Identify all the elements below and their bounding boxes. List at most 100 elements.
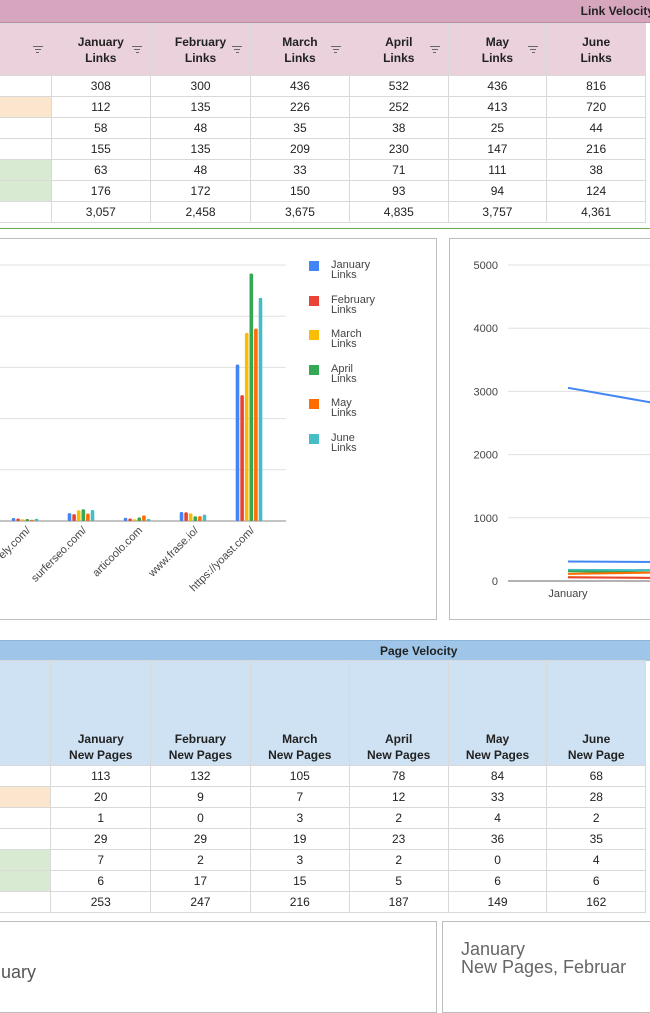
table-cell[interactable]: 3,057: [51, 202, 151, 223]
table-cell[interactable]: 6: [547, 871, 646, 892]
table-cell[interactable]: 436: [251, 76, 350, 97]
table-cell[interactable]: 187: [349, 892, 448, 913]
filter-icon[interactable]: [232, 46, 242, 54]
table-cell[interactable]: 2,458: [151, 202, 251, 223]
table-cell[interactable]: 308: [51, 76, 151, 97]
table-cell[interactable]: 1: [51, 808, 151, 829]
table-cell[interactable]: 135: [151, 97, 251, 118]
table-cell[interactable]: 48: [151, 118, 251, 139]
page-chart-left[interactable]: uary: [0, 921, 437, 1013]
table-cell[interactable]: 147: [448, 139, 547, 160]
row-label-cell[interactable]: [0, 160, 51, 181]
table-cell[interactable]: 247: [151, 892, 251, 913]
table-cell[interactable]: 20: [51, 787, 151, 808]
filter-icon[interactable]: [331, 46, 341, 54]
table-cell[interactable]: 3: [250, 850, 349, 871]
table-cell[interactable]: 36: [448, 829, 547, 850]
table-cell[interactable]: 58: [51, 118, 151, 139]
row-label-cell[interactable]: [0, 76, 51, 97]
row-label-cell[interactable]: [0, 829, 51, 850]
table-cell[interactable]: 3: [250, 808, 349, 829]
table-cell[interactable]: 35: [251, 118, 350, 139]
table-cell[interactable]: 132: [151, 766, 251, 787]
table-cell[interactable]: 216: [250, 892, 349, 913]
row-label-header[interactable]: [0, 24, 51, 76]
row-label-cell[interactable]: [0, 787, 51, 808]
table-cell[interactable]: 2: [349, 850, 448, 871]
table-cell[interactable]: 44: [547, 118, 646, 139]
table-cell[interactable]: 12: [349, 787, 448, 808]
table-cell[interactable]: 33: [251, 160, 350, 181]
table-cell[interactable]: 28: [547, 787, 646, 808]
table-cell[interactable]: 5: [349, 871, 448, 892]
table-cell[interactable]: 3,757: [448, 202, 547, 223]
table-cell[interactable]: 252: [349, 97, 448, 118]
table-cell[interactable]: 172: [151, 181, 251, 202]
table-cell[interactable]: 7: [250, 787, 349, 808]
table-cell[interactable]: 105: [250, 766, 349, 787]
table-cell[interactable]: 816: [547, 76, 646, 97]
table-cell[interactable]: 124: [547, 181, 646, 202]
table-cell[interactable]: 2: [547, 808, 646, 829]
table-cell[interactable]: 413: [448, 97, 547, 118]
row-label-cell[interactable]: [0, 766, 51, 787]
table-cell[interactable]: 162: [547, 892, 646, 913]
table-cell[interactable]: 3,675: [251, 202, 350, 223]
table-cell[interactable]: 111: [448, 160, 547, 181]
table-cell[interactable]: 300: [151, 76, 251, 97]
table-cell[interactable]: 0: [151, 808, 251, 829]
table-cell[interactable]: 216: [547, 139, 646, 160]
table-cell[interactable]: 17: [151, 871, 251, 892]
table-cell[interactable]: 226: [251, 97, 350, 118]
table-cell[interactable]: 4,361: [547, 202, 646, 223]
table-cell[interactable]: 155: [51, 139, 151, 160]
table-cell[interactable]: 35: [547, 829, 646, 850]
row-label-cell[interactable]: [0, 892, 51, 913]
row-label-cell[interactable]: [0, 202, 51, 223]
table-cell[interactable]: 7: [51, 850, 151, 871]
table-cell[interactable]: 48: [151, 160, 251, 181]
table-cell[interactable]: 150: [251, 181, 350, 202]
row-label-cell[interactable]: [0, 850, 51, 871]
table-cell[interactable]: 209: [251, 139, 350, 160]
table-cell[interactable]: 2: [349, 808, 448, 829]
table-cell[interactable]: 38: [547, 160, 646, 181]
row-label-cell[interactable]: [0, 181, 51, 202]
row-label-cell[interactable]: [0, 97, 51, 118]
table-cell[interactable]: 2: [151, 850, 251, 871]
row-label-cell[interactable]: [0, 139, 51, 160]
filter-icon[interactable]: [132, 46, 142, 54]
table-cell[interactable]: 230: [349, 139, 448, 160]
table-cell[interactable]: 38: [349, 118, 448, 139]
table-cell[interactable]: 19: [250, 829, 349, 850]
table-cell[interactable]: 149: [448, 892, 547, 913]
filter-icon[interactable]: [33, 46, 43, 54]
table-cell[interactable]: 532: [349, 76, 448, 97]
table-cell[interactable]: 94: [448, 181, 547, 202]
table-cell[interactable]: 4: [448, 808, 547, 829]
table-cell[interactable]: 176: [51, 181, 151, 202]
table-cell[interactable]: 436: [448, 76, 547, 97]
row-label-header[interactable]: [0, 661, 51, 766]
filter-icon[interactable]: [528, 46, 538, 54]
table-cell[interactable]: 68: [547, 766, 646, 787]
table-cell[interactable]: 4,835: [349, 202, 448, 223]
table-cell[interactable]: 4: [547, 850, 646, 871]
table-cell[interactable]: 25: [448, 118, 547, 139]
table-cell[interactable]: 135: [151, 139, 251, 160]
table-cell[interactable]: 71: [349, 160, 448, 181]
table-cell[interactable]: 15: [250, 871, 349, 892]
table-cell[interactable]: 63: [51, 160, 151, 181]
